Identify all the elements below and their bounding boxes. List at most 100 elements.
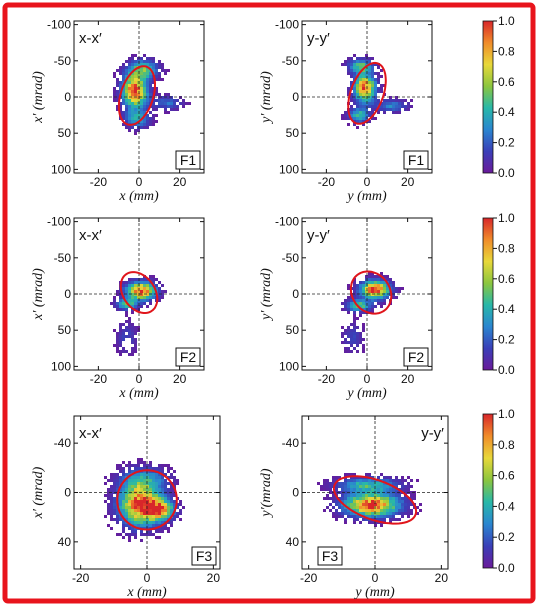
heatmap-cell <box>386 290 389 293</box>
heatmap-cell <box>143 84 146 87</box>
heatmap-cell <box>134 500 137 503</box>
heatmap-cell <box>356 284 359 287</box>
heatmap-cell <box>341 302 344 305</box>
heatmap-cell <box>389 485 392 488</box>
heatmap-cell <box>368 302 371 305</box>
heatmap-cell <box>131 521 134 524</box>
heatmap-cell <box>356 105 359 108</box>
x-tick-label: 20 <box>401 175 415 189</box>
heatmap-cell <box>386 497 389 500</box>
heatmap-cell <box>347 488 350 491</box>
heatmap-cell <box>347 350 350 353</box>
heatmap-cell <box>137 515 140 518</box>
heatmap-cell <box>359 99 362 102</box>
heatmap-cell <box>359 338 362 341</box>
heatmap-cell <box>125 299 128 302</box>
heatmap-cell <box>134 63 137 66</box>
heatmap-cell <box>152 521 155 524</box>
heatmap-cell <box>164 506 167 509</box>
heatmap-cell <box>110 515 113 518</box>
heatmap-cell <box>149 120 152 123</box>
heatmap-cell <box>152 275 155 278</box>
heatmap-cell <box>356 479 359 482</box>
heatmap-cell <box>374 512 377 515</box>
heatmap-cell <box>353 284 356 287</box>
heatmap-cell <box>125 96 128 99</box>
heatmap-cell <box>131 494 134 497</box>
heatmap-cell <box>158 299 161 302</box>
heatmap-cell <box>371 93 374 96</box>
heatmap-cell <box>347 515 350 518</box>
colorbar-tick-label: 0.6 <box>498 75 515 89</box>
heatmap-cell <box>374 500 377 503</box>
heatmap-cell <box>368 72 371 75</box>
heatmap-cell <box>131 485 134 488</box>
heatmap-cell <box>110 488 113 491</box>
heatmap-cell <box>359 494 362 497</box>
colorbar-tick-label: 0.4 <box>498 105 515 119</box>
heatmap-cell <box>131 491 134 494</box>
heatmap-cell <box>374 518 377 521</box>
heatmap-cell <box>125 290 128 293</box>
heatmap-cell <box>128 329 131 332</box>
heatmap-cell <box>344 347 347 350</box>
y-tick-label: 50 <box>58 323 72 337</box>
heatmap-cell <box>344 114 347 117</box>
heatmap-cell <box>380 281 383 284</box>
heatmap-cell <box>383 515 386 518</box>
heatmap-cell <box>395 108 398 111</box>
heatmap-cell <box>359 305 362 308</box>
heatmap-cell <box>332 476 335 479</box>
heatmap-cell <box>119 81 122 84</box>
heatmap-cell <box>395 503 398 506</box>
heatmap-cell <box>386 509 389 512</box>
heatmap-cell <box>353 281 356 284</box>
heatmap-cell <box>122 530 125 533</box>
heatmap-cell <box>365 69 368 72</box>
heatmap-cell <box>350 75 353 78</box>
heatmap-cell <box>359 302 362 305</box>
heatmap-cell <box>332 500 335 503</box>
heatmap-cell <box>341 308 344 311</box>
heatmap-cell <box>353 500 356 503</box>
heatmap-cell <box>362 347 365 350</box>
heatmap-cell <box>371 512 374 515</box>
heatmap-cell <box>158 500 161 503</box>
heatmap-cell <box>350 485 353 488</box>
heatmap-cell <box>161 293 164 296</box>
heatmap-cell <box>134 509 137 512</box>
heatmap-cell <box>125 326 128 329</box>
colorbar-tick-label: 0.8 <box>498 241 515 255</box>
heatmap-cell <box>125 296 128 299</box>
heatmap-cell <box>140 78 143 81</box>
heatmap-cell <box>134 485 137 488</box>
heatmap-cell <box>143 482 146 485</box>
heatmap-cell <box>380 503 383 506</box>
x-tick-label: 0 <box>372 571 379 585</box>
heatmap-cell <box>137 72 140 75</box>
heatmap-cell <box>416 506 419 509</box>
panel-tag: x-x′ <box>79 227 102 244</box>
heatmap-cell <box>128 102 131 105</box>
heatmap-cell <box>134 108 137 111</box>
heatmap-cell <box>332 512 335 515</box>
panel-tag: x-x′ <box>79 30 102 47</box>
y-axis-label: y′ (mrad) <box>259 268 274 322</box>
heatmap-cell <box>146 296 149 299</box>
heatmap-cell <box>353 123 356 126</box>
heatmap-cell <box>152 515 155 518</box>
heatmap-cell <box>137 63 140 66</box>
heatmap-cell <box>143 63 146 66</box>
heatmap-cell <box>143 126 146 129</box>
heatmap-cell <box>119 344 122 347</box>
x-tick-label: 0 <box>136 372 143 386</box>
heatmap-cell <box>125 287 128 290</box>
heatmap-cell <box>119 509 122 512</box>
panel-badge: F3 <box>196 548 213 564</box>
heatmap-cell <box>146 497 149 500</box>
heatmap-cell <box>131 305 134 308</box>
heatmap-cell <box>371 72 374 75</box>
heatmap-cell <box>137 96 140 99</box>
heatmap-cell <box>347 509 350 512</box>
emittance-ellipse <box>332 475 418 525</box>
